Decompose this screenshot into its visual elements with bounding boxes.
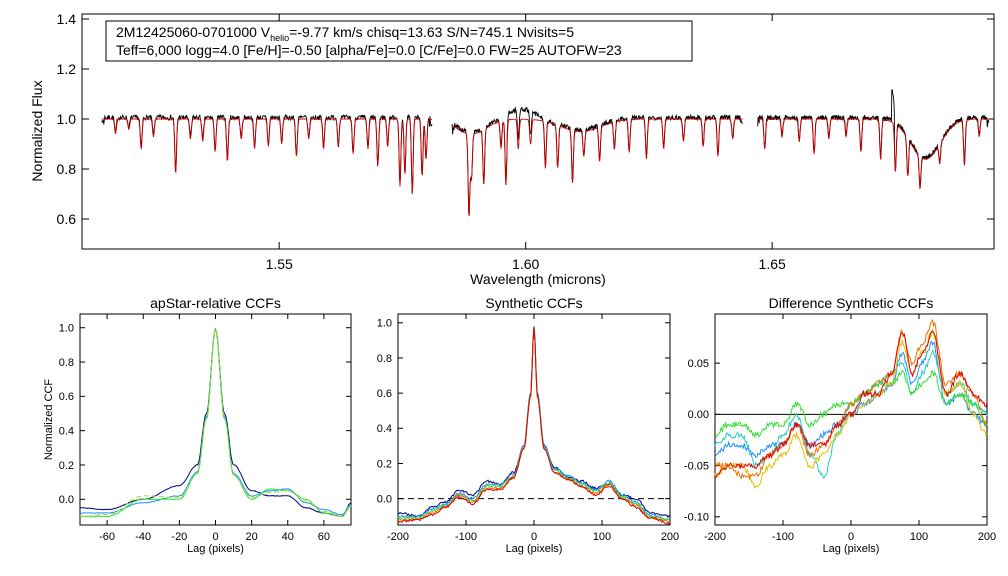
panel-title: Difference Synthetic CCFs (769, 295, 934, 311)
nvisits-value: Nvisits=5 (517, 24, 574, 40)
y-tick-label: 0.8 (57, 161, 77, 177)
y-tick-label: 0.8 (59, 357, 74, 369)
y-tick-label: 0.6 (59, 391, 74, 403)
ccf-series-1 (398, 326, 671, 518)
y-tick-label: 0.6 (377, 388, 392, 400)
y-tick-label: 1.0 (59, 323, 74, 335)
x-tick-label: 40 (282, 531, 294, 543)
spectrum-panel: 1.55 1.60 1.65 0.6 0.8 1.0 1.2 1.4 Wavelength (m… (29, 11, 995, 287)
y-tick-label: 0.0 (59, 494, 74, 506)
y-tick-label: 1.0 (377, 318, 392, 330)
x-axis-label: Lag (pixels) (823, 543, 880, 555)
x-tick-label: -60 (99, 531, 115, 543)
difference-ccf-panel: -200 -100 0 100 200 -0.10 -0.05 0.00 0.05 Differe… (684, 295, 996, 555)
x-tick-label: -40 (135, 531, 151, 543)
observed-spectrum-line (101, 89, 990, 215)
x-tick-label: 100 (910, 531, 928, 543)
x-tick-label: 0 (212, 531, 218, 543)
x-axis-label: Wavelength (microns) (470, 271, 606, 287)
ccf-series-4 (79, 327, 352, 518)
ccf-series-3 (397, 325, 671, 522)
y-axis-label: Normalized Flux (29, 80, 45, 181)
ccf-series-4 (397, 327, 671, 523)
synthetic-ccf-panel: -200 -100 0 100 200 0.0 0.2 0.4 0.6 0.8 1.0 Synthet… (377, 295, 679, 555)
x-tick-label: 60 (318, 531, 330, 543)
y-tick-label: 1.0 (57, 111, 77, 127)
ccf-series-5 (714, 318, 988, 481)
x-tick-label: -20 (171, 531, 187, 543)
plot-frame (79, 313, 352, 526)
y-tick-label: -0.10 (684, 512, 709, 524)
apstar-ccf-panel: -60 -40 -20 0 20 40 60 0.0 0.2 0.4 0.6 0.8 1.0 apStar… (43, 295, 352, 555)
x-tick-label: -100 (455, 531, 477, 543)
x-tick-label: -100 (772, 531, 794, 543)
y-tick-label: 0.6 (57, 211, 77, 227)
ccf-series-1 (714, 340, 988, 458)
panel-title: apStar-relative CCFs (150, 295, 281, 311)
info-line-1: 2M12425060-0701000 Vhelio=-9.77 km/s chi… (116, 24, 574, 43)
y-tick-label: 0.05 (688, 358, 709, 370)
vhelio-value: =-9.77 km/s (289, 24, 366, 40)
y-tick-label: -0.05 (684, 460, 709, 472)
y-tick-label: 0.0 (377, 493, 392, 505)
x-tick-label: 100 (593, 531, 611, 543)
x-tick-label: 200 (661, 531, 679, 543)
ccf-series-6 (714, 330, 988, 479)
x-tick-label: -200 (387, 531, 409, 543)
ccf-series-5 (397, 326, 671, 525)
panel-title: Synthetic CCFs (485, 295, 582, 311)
x-tick-label: 1.55 (266, 256, 293, 272)
ccf-series-1 (80, 327, 352, 518)
info-line-2: Teff=6,000 logg=4.0 [Fe/H]=-0.50 [alpha/… (116, 42, 622, 58)
x-axis-label: Lag (pixels) (187, 543, 244, 555)
ccf-series-2 (79, 327, 352, 516)
ccf-series-3 (714, 369, 988, 439)
info-box (105, 20, 693, 62)
plot-frame (397, 313, 671, 526)
y-tick-label: 0.8 (377, 353, 392, 365)
y-tick-label: 1.2 (57, 61, 77, 77)
x-tick-label: 1.60 (512, 256, 539, 272)
ccf-series-2 (397, 326, 671, 522)
vhelio-label: V (261, 24, 271, 40)
snr-value: S/N=745.1 (446, 24, 516, 40)
x-tick-label: -200 (704, 531, 726, 543)
ccf-series-3 (79, 328, 352, 518)
x-tick-label: 20 (246, 531, 258, 543)
x-tick-label: 1.65 (759, 256, 786, 272)
star-id: 2M12425060-0701000 (116, 24, 261, 40)
y-tick-label: 0.00 (688, 409, 709, 421)
y-tick-label: 0.4 (377, 423, 392, 435)
y-axis-label: Normalized CCF (43, 379, 55, 461)
chisq-value: chisq=13.63 (367, 24, 447, 40)
y-tick-label: 0.2 (377, 458, 392, 470)
plot-frame (81, 13, 995, 250)
vhelio-subscript: helio (270, 33, 289, 43)
x-axis-label: Lag (pixels) (506, 543, 563, 555)
y-tick-label: 0.2 (59, 460, 74, 472)
x-tick-label: 200 (978, 531, 996, 543)
y-tick-label: 1.4 (57, 11, 77, 27)
plot-frame (714, 313, 988, 526)
x-tick-label: 0 (848, 531, 854, 543)
x-tick-label: 0 (531, 531, 537, 543)
y-tick-label: 0.4 (59, 426, 74, 438)
model-spectrum-line (101, 118, 990, 217)
